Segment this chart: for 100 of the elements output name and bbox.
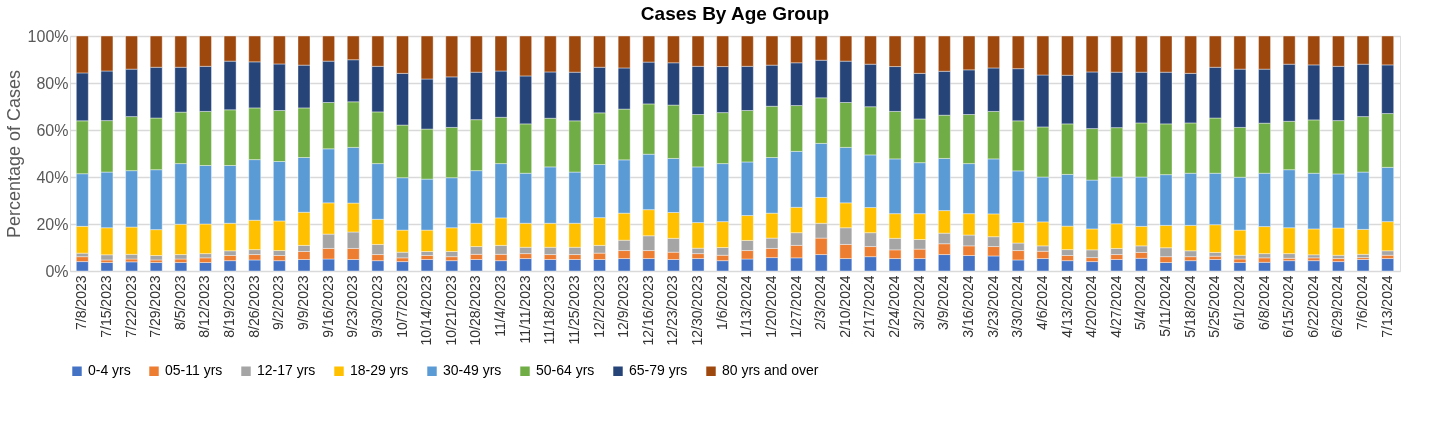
x-tick-label: 5/4/2024 bbox=[1132, 275, 1149, 330]
legend-label: 30-49 yrs bbox=[443, 362, 502, 379]
x-tick-label: 1/20/2024 bbox=[762, 275, 779, 338]
x-tick-label: 10/28/2023 bbox=[467, 275, 484, 346]
x-tick-label: 9/23/2023 bbox=[344, 275, 361, 338]
x-tick-label: 12/2/2023 bbox=[590, 275, 607, 338]
x-tick-label: 6/22/2024 bbox=[1304, 275, 1321, 338]
x-tick-label: 7/22/2023 bbox=[122, 275, 139, 338]
x-tick-label: 7/29/2023 bbox=[147, 275, 164, 338]
x-tick-label: 12/16/2023 bbox=[639, 275, 656, 346]
x-tick-label: 7/13/2024 bbox=[1378, 275, 1395, 338]
x-tick-label: 11/11/2023 bbox=[516, 275, 533, 344]
x-tick-label: 3/9/2024 bbox=[935, 275, 952, 330]
bar bbox=[544, 259, 557, 272]
x-tick-label: 4/27/2024 bbox=[1107, 275, 1124, 338]
x-tick-label: 2/3/2024 bbox=[812, 275, 829, 330]
bar bbox=[1209, 259, 1222, 272]
x-tick-label: 5/18/2024 bbox=[1181, 275, 1198, 338]
x-tick-label: 2/10/2024 bbox=[836, 275, 853, 338]
x-tick-label: 9/9/2023 bbox=[294, 275, 311, 330]
bar bbox=[1307, 260, 1320, 272]
legend-label: 12-17 yrs bbox=[257, 362, 316, 379]
bar bbox=[1061, 260, 1074, 272]
bar bbox=[248, 259, 261, 272]
x-tick-label: 1/6/2024 bbox=[713, 275, 730, 330]
legend-label: 50-64 yrs bbox=[536, 362, 595, 379]
bar bbox=[1258, 262, 1271, 272]
x-tick-label: 8/5/2023 bbox=[171, 275, 188, 330]
x-tick-label: 4/13/2024 bbox=[1058, 275, 1075, 338]
legend-label: 0-4 yrs bbox=[88, 362, 131, 379]
x-tick-label: 8/26/2023 bbox=[245, 275, 262, 338]
x-tick-label: 7/6/2024 bbox=[1354, 275, 1371, 330]
bar bbox=[519, 258, 532, 272]
x-tick-label: 11/18/2023 bbox=[541, 275, 558, 345]
x-tick-label: 7/8/2023 bbox=[73, 275, 90, 330]
x-tick-label: 8/12/2023 bbox=[196, 275, 213, 338]
legend-label: 18-29 yrs bbox=[350, 362, 409, 379]
bar bbox=[1110, 259, 1123, 272]
x-tick-label: 7/15/2023 bbox=[97, 275, 114, 338]
bar bbox=[420, 259, 434, 272]
bar bbox=[568, 259, 582, 272]
x-tick-label: 6/15/2024 bbox=[1280, 275, 1297, 338]
bar bbox=[1282, 260, 1296, 272]
bar bbox=[76, 261, 89, 272]
x-tick-label: 10/14/2023 bbox=[418, 275, 435, 346]
x-tick-label: 5/25/2024 bbox=[1206, 275, 1223, 338]
x-tick-label: 12/23/2023 bbox=[664, 275, 681, 346]
bar bbox=[470, 259, 483, 272]
bar bbox=[716, 260, 729, 272]
x-tick-label: 1/27/2024 bbox=[787, 275, 804, 338]
x-tick-label: 12/9/2023 bbox=[615, 275, 632, 338]
y-tick-label: 100% bbox=[27, 27, 69, 45]
legend-label: 65-79 yrs bbox=[629, 362, 688, 379]
x-tick-label: 6/29/2024 bbox=[1329, 275, 1346, 338]
x-tick-label: 4/20/2024 bbox=[1083, 275, 1100, 338]
x-tick-label: 4/6/2024 bbox=[1033, 275, 1050, 330]
bar bbox=[1184, 260, 1197, 272]
y-tick-label: 20% bbox=[36, 215, 69, 233]
bar bbox=[174, 262, 188, 272]
x-tick-label: 3/16/2024 bbox=[959, 275, 976, 338]
x-tick-label: 9/2/2023 bbox=[270, 275, 287, 330]
bar bbox=[1356, 259, 1370, 272]
bar bbox=[1233, 262, 1247, 272]
chart-title: Cases By Age Group bbox=[640, 3, 830, 24]
x-tick-label: 10/21/2023 bbox=[442, 275, 459, 346]
x-tick-label: 3/30/2024 bbox=[1009, 275, 1026, 338]
bar bbox=[100, 262, 114, 272]
legend-label: 05-11 yrs bbox=[165, 362, 223, 379]
bar bbox=[1332, 261, 1345, 272]
x-tick-label: 11/25/2023 bbox=[565, 275, 582, 345]
x-tick-label: 2/24/2024 bbox=[886, 275, 903, 338]
bar bbox=[223, 260, 237, 272]
bar bbox=[150, 262, 163, 272]
y-tick-label: 40% bbox=[36, 168, 69, 186]
x-tick-label: 10/7/2023 bbox=[393, 275, 410, 338]
bar bbox=[273, 260, 286, 272]
x-tick-label: 5/11/2024 bbox=[1157, 275, 1174, 337]
bar bbox=[199, 262, 212, 272]
x-tick-label: 3/2/2024 bbox=[910, 275, 927, 330]
bar bbox=[691, 258, 705, 272]
x-tick-label: 11/4/2023 bbox=[492, 275, 509, 337]
y-tick-label: 80% bbox=[36, 74, 69, 92]
x-tick-label: 9/16/2023 bbox=[319, 275, 336, 338]
y-axis-title: Percentage of Cases bbox=[3, 69, 24, 239]
x-tick-label: 8/19/2023 bbox=[221, 275, 238, 338]
bar bbox=[1381, 258, 1394, 272]
bar bbox=[125, 261, 138, 272]
bar bbox=[1085, 261, 1099, 272]
bar bbox=[396, 261, 409, 272]
x-tick-label: 6/1/2024 bbox=[1230, 275, 1247, 330]
x-tick-label: 12/30/2023 bbox=[689, 275, 706, 346]
y-tick-label: 60% bbox=[36, 121, 69, 139]
x-tick-label: 3/23/2024 bbox=[984, 275, 1001, 338]
x-tick-label: 1/13/2024 bbox=[738, 275, 755, 338]
bar bbox=[445, 260, 458, 272]
x-tick-label: 6/8/2024 bbox=[1255, 275, 1272, 330]
x-tick-label: 2/17/2024 bbox=[861, 275, 878, 338]
y-tick-label: 0% bbox=[45, 262, 69, 280]
x-tick-label: 9/30/2023 bbox=[368, 275, 385, 338]
legend-label: 80 yrs and over bbox=[722, 362, 819, 379]
